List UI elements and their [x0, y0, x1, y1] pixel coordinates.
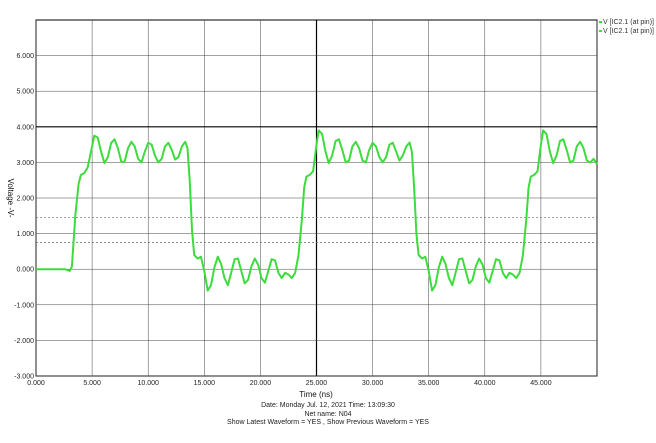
- series-group: [36, 129, 598, 292]
- x-tick-label: 45.000: [530, 380, 552, 387]
- y-tick-label: -3.000: [14, 374, 34, 381]
- footer-date: Date: Monday Jul. 12, 2021 Time: 13:09:3…: [261, 402, 395, 409]
- x-tick-label: 0.000: [27, 380, 45, 387]
- y-tick-label: 5.000: [16, 89, 34, 96]
- footer-info: Date: Monday Jul. 12, 2021 Time: 13:09:3…: [0, 402, 656, 428]
- x-tick-label: 15.000: [194, 380, 216, 387]
- threshold-lines: [36, 217, 597, 243]
- x-tick-label: 10.000: [137, 380, 159, 387]
- footer-waveform-settings: Show Latest Waveform = YES , Show Previo…: [227, 419, 429, 426]
- legend-entry-2: V [IC2.1 (at pin)]: [603, 28, 654, 35]
- y-tick-label: 6.000: [16, 53, 34, 60]
- y-tick-label: 1.000: [16, 231, 34, 238]
- y-axis-title: Voltage -V-: [6, 178, 15, 217]
- waveform-chart: 0.000 5.000 10.000 15.000 20.000 25.000 30.000…: [6, 19, 654, 399]
- y-tick-label: 4.000: [16, 124, 34, 131]
- y-tick-label: 3.000: [16, 160, 34, 167]
- footer-net-name: Net name: N04: [304, 410, 352, 418]
- y-tick-label: 0.000: [16, 267, 34, 274]
- y-tick-label: -2.000: [14, 338, 34, 345]
- x-tick-label: 35.000: [418, 380, 440, 387]
- tick-labels: 0.000 5.000 10.000 15.000 20.000 25.000 30.000…: [14, 53, 552, 387]
- x-tick-label: 40.000: [474, 380, 496, 387]
- x-tick-label: 25.000: [306, 380, 328, 387]
- x-tick-label: 20.000: [250, 380, 272, 387]
- legend: V [IC2.1 (at pin)] V [IC2.1 (at pin)]: [599, 19, 654, 35]
- legend-entry-1: V [IC2.1 (at pin)]: [603, 19, 654, 26]
- grid: [35, 20, 598, 377]
- x-axis-title: Time (ns): [299, 390, 333, 399]
- y-tick-label: 2.000: [16, 196, 34, 203]
- y-tick-label: -1.000: [14, 302, 34, 309]
- waveform-line: [36, 129, 598, 292]
- x-tick-label: 5.000: [83, 380, 101, 387]
- x-tick-label: 30.000: [362, 380, 384, 387]
